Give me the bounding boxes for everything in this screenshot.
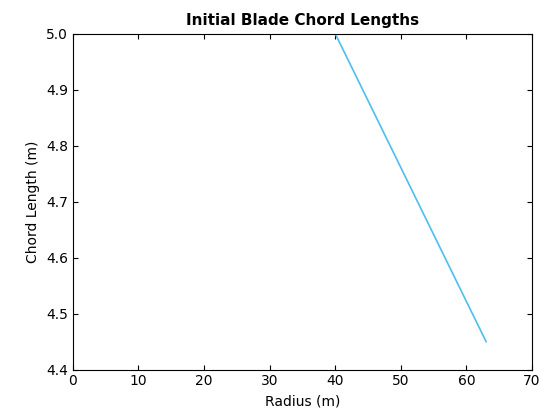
Y-axis label: Chord Length (m): Chord Length (m) — [26, 140, 40, 263]
Title: Initial Blade Chord Lengths: Initial Blade Chord Lengths — [186, 13, 419, 28]
X-axis label: Radius (m): Radius (m) — [265, 394, 340, 408]
